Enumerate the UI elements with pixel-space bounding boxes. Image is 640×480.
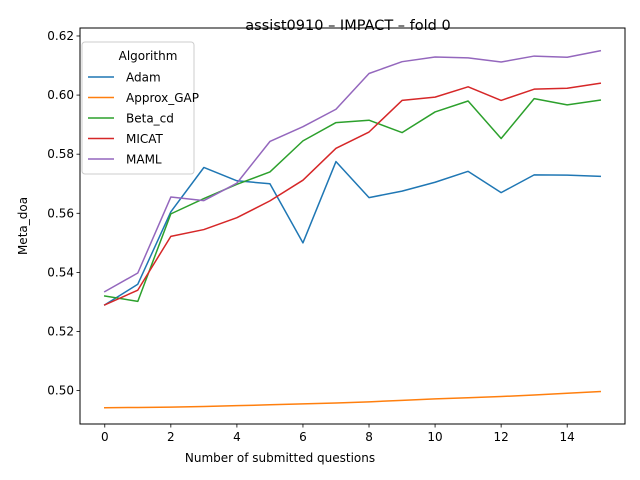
y-tick-label: 0.62 (47, 29, 74, 43)
x-tick-label: 14 (560, 430, 575, 444)
legend: Algorithm Adam Approx_GAP Beta_cd MICAT MAML (81, 41, 199, 175)
y-tick-label: 0.60 (47, 88, 74, 102)
plot-frame (79, 27, 626, 425)
legend-entry-label: Adam (126, 71, 161, 85)
x-axis-label: Number of submitted questions (185, 451, 375, 465)
y-tick-label: 0.56 (47, 206, 74, 220)
legend-entry-label: MICAT (126, 132, 164, 146)
y-axis-label: Meta_doa (16, 197, 30, 255)
legend-title: Algorithm (119, 49, 178, 63)
series-line-approx-gap (104, 390, 602, 409)
series-line-beta-cd (103, 97, 602, 303)
x-axis-ticks: 0 2 4 6 8 10 12 14 (101, 424, 575, 444)
chart-title: assist0910 – IMPACT – fold 0 (245, 18, 450, 34)
x-tick-label: 6 (299, 430, 307, 444)
y-tick-label: 0.52 (47, 325, 74, 339)
series-line-micat (103, 82, 602, 306)
x-tick-label: 2 (167, 430, 175, 444)
x-tick-label: 10 (427, 430, 442, 444)
series-line-maml (103, 49, 602, 293)
legend-items: Adam Approx_GAP Beta_cd MICAT MAML (88, 71, 199, 167)
legend-entry-label: Beta_cd (126, 112, 174, 126)
legend-box (81, 41, 195, 175)
plot-lines (103, 49, 602, 409)
y-axis-ticks: 0.50 0.52 0.54 0.56 0.58 0.60 0.62 (47, 29, 80, 398)
x-tick-label: 0 (101, 430, 109, 444)
y-tick-label: 0.58 (47, 147, 74, 161)
x-tick-label: 12 (493, 430, 508, 444)
x-tick-label: 4 (233, 430, 241, 444)
y-tick-label: 0.54 (47, 265, 74, 279)
legend-entry-label: MAML (126, 153, 162, 167)
series-line-adam (103, 160, 602, 306)
legend-entry-label: Approx_GAP (126, 91, 199, 105)
y-tick-label: 0.50 (47, 384, 74, 398)
x-tick-label: 8 (365, 430, 373, 444)
